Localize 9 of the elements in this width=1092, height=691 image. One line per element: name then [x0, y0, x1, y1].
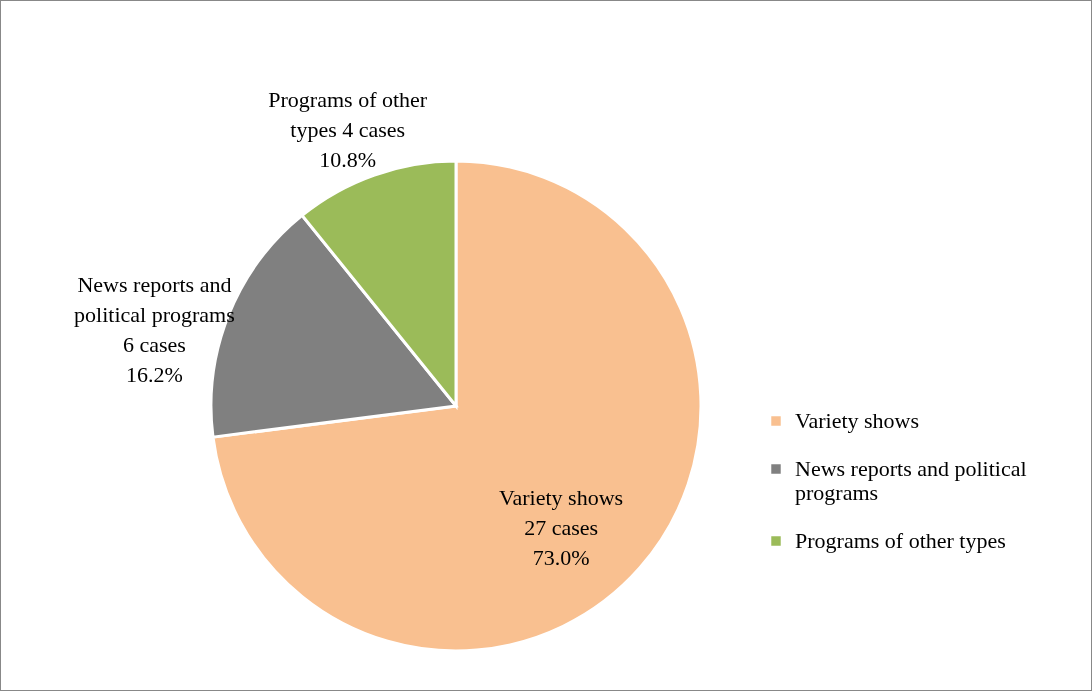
data-label: 6 cases 16.2% [122, 331, 186, 387]
legend-label: Variety shows [795, 408, 920, 433]
category-label: Programs of other types 4 cases [268, 86, 428, 142]
text: 10.8% [319, 146, 377, 172]
legend-label: News reports and political programs [795, 456, 1027, 505]
slice-label: News reports and political programs [74, 271, 235, 327]
legend-label: Programs of other types [795, 528, 1006, 553]
slice-label: Variety shows [499, 485, 624, 511]
data-label: 27 cases 73.0% [524, 515, 599, 571]
